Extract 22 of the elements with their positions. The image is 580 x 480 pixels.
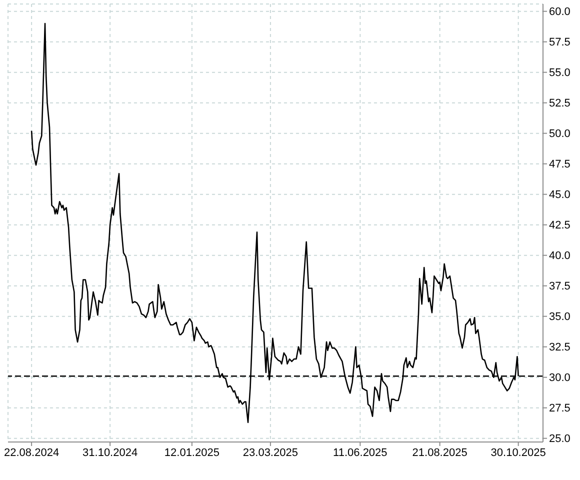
y-tick-label: 47.5: [549, 158, 570, 171]
y-tick-label: 40.0: [549, 250, 570, 262]
x-tick-label: 31.10.2024: [82, 446, 138, 459]
y-tick-label: 32.5: [549, 342, 570, 354]
y-tick-label: 25.0: [549, 433, 570, 446]
y-tick-label: 60.0: [549, 6, 570, 18]
x-tick-label: 23.03.2025: [242, 446, 298, 459]
x-tick-label: 12.01.2025: [164, 446, 220, 459]
x-tick-label: 21.08.2025: [412, 446, 468, 459]
y-tick-label: 57.5: [549, 36, 570, 49]
y-tick-label: 35.0: [549, 311, 570, 324]
y-tick-label: 55.0: [549, 67, 570, 80]
x-tick-label: 30.10.2025: [490, 446, 546, 459]
y-tick-label: 52.5: [549, 98, 570, 110]
y-tick-label: 27.5: [549, 402, 570, 415]
x-tick-label: 11.06.2025: [333, 446, 388, 459]
y-tick-label: 30.0: [549, 372, 570, 384]
y-tick-label: 37.5: [549, 280, 570, 293]
y-tick-label: 42.5: [549, 220, 570, 232]
y-tick-label: 45.0: [549, 189, 570, 202]
y-tick-label: 50.0: [549, 128, 570, 140]
x-tick-label: 22.08.2024: [4, 446, 60, 459]
